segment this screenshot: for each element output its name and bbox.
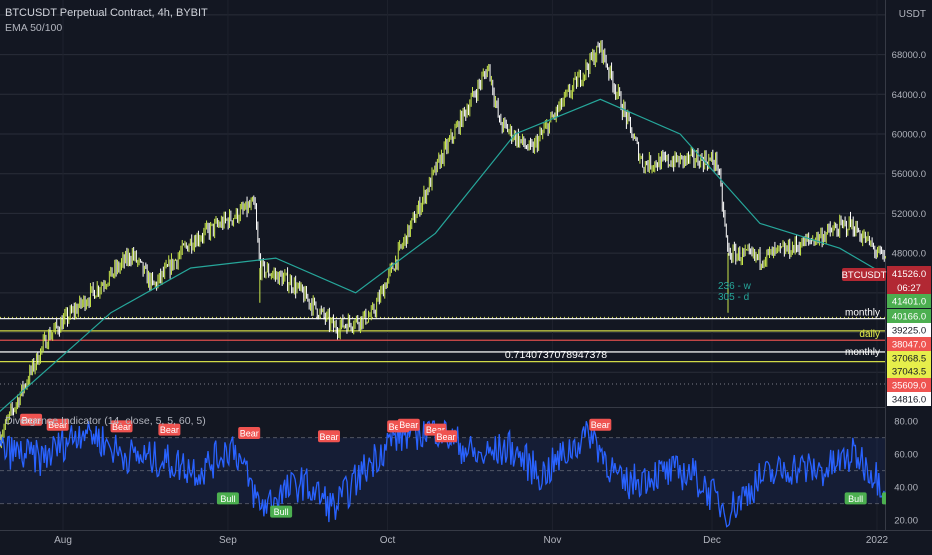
price-tick-label: 56000.0 (892, 169, 926, 180)
signal-label: Bear (112, 422, 131, 432)
signal-badge (158, 423, 181, 436)
level-badge (887, 378, 931, 392)
fib-236-label: 236 - w (718, 281, 752, 292)
signal-badge (110, 420, 133, 433)
signal-label: Bear (591, 420, 610, 430)
level-badge-label: 34816.0 (892, 395, 926, 406)
signal-label: Bear (437, 432, 456, 442)
bull-signal: Bull (270, 505, 293, 518)
level-badge-label: 37043.5 (892, 367, 926, 378)
level-badge (887, 309, 931, 323)
signal-label: Bull (274, 507, 289, 517)
signal-badge (216, 492, 239, 505)
level-badge (887, 337, 931, 351)
price-tick-label: 68000.0 (892, 50, 926, 61)
signal-label: Bear (426, 425, 445, 435)
time-tick-label: Oct (380, 535, 396, 546)
signal-label: Bear (319, 432, 338, 442)
bear-signal: Bear (435, 430, 458, 443)
last-price-badge (887, 266, 931, 280)
countdown-badge (887, 280, 931, 294)
bear-signal: Bear (238, 426, 261, 439)
bear-signal: Bear (20, 413, 43, 426)
fib-value-label: 0.7140737078947378 (505, 349, 607, 361)
signal-badge (20, 413, 43, 426)
signal-badge (844, 492, 867, 505)
level-badge (887, 323, 931, 337)
signal-label: Bull (220, 494, 235, 504)
level-label-monthly-2: monthly (845, 347, 880, 358)
last-price-label: 41526.0 (892, 269, 926, 280)
signal-badge (397, 418, 420, 431)
signal-label: Bear (160, 425, 179, 435)
time-axis-bg (0, 531, 932, 550)
price-tick-label: 48000.0 (892, 249, 926, 260)
bear-signal: Bear (158, 423, 181, 436)
time-tick-label: Aug (54, 535, 72, 546)
level-badge-label: 37068.5 (892, 354, 926, 365)
signal-badge (589, 418, 612, 431)
level-badge-label: 35609.0 (892, 381, 926, 392)
rsi-tick-label: 40.00 (894, 483, 918, 494)
level-badge (887, 364, 931, 378)
bear-signal: Bear (318, 430, 340, 443)
fib-305-label: 305 - d (718, 292, 749, 303)
level-badge (887, 392, 931, 406)
chart-title: BTCUSDT Perpetual Contract, 4h, BYBIT (5, 7, 208, 19)
time-tick-label: Dec (703, 535, 721, 546)
signal-badge (435, 430, 458, 443)
rsi-tick-label: 20.00 (894, 516, 918, 527)
level-badge-label: 40166.0 (892, 312, 926, 323)
signal-label: Bull (848, 494, 863, 504)
symbol-badge (842, 268, 886, 281)
signal-label: Bear (22, 415, 41, 425)
signal-badge (270, 505, 293, 518)
bear-signal: Bear (110, 420, 133, 433)
price-tick-label: 64000.0 (892, 90, 926, 101)
bear-signal: Bear (589, 418, 612, 431)
signal-label: Bear (399, 420, 418, 430)
bull-signal: Bull (844, 492, 867, 505)
time-tick-label: Sep (219, 535, 237, 546)
bull-signal: Bull (216, 492, 239, 505)
level-badge-label: 39225.0 (892, 326, 926, 337)
level-badge (887, 351, 931, 365)
level-badge-label: 41401.0 (892, 297, 926, 308)
currency-label: USDT (899, 9, 926, 20)
oscillator-title: Divergence Indicator (14, close, 5, 5, 6… (5, 415, 206, 427)
signal-badge (318, 430, 340, 443)
symbol-badge-label: BTCUSDT (842, 270, 887, 281)
signal-label: Bear (240, 428, 259, 438)
ema-line (0, 98, 932, 413)
level-badge (887, 294, 931, 308)
time-tick-label: 2022 (866, 535, 889, 546)
signal-label: Bear (48, 420, 67, 430)
indicator-label: EMA 50/100 (5, 22, 62, 34)
bear-signal: Bear (46, 418, 69, 431)
level-badge-label: 38047.0 (892, 340, 926, 351)
signal-badge (46, 418, 69, 431)
time-tick-label: Nov (544, 535, 562, 546)
signal-badge (238, 426, 261, 439)
countdown-label: 06:27 (897, 283, 921, 294)
bear-signal: Bear (397, 418, 420, 431)
rsi-line (0, 419, 932, 528)
price-tick-label: 52000.0 (892, 209, 926, 220)
rsi-tick-label: 60.00 (894, 450, 918, 461)
rsi-tick-label: 80.00 (894, 417, 918, 428)
level-label-daily: daily (859, 329, 880, 340)
level-label-monthly: monthly (845, 308, 880, 319)
price-tick-label: 60000.0 (892, 130, 926, 141)
